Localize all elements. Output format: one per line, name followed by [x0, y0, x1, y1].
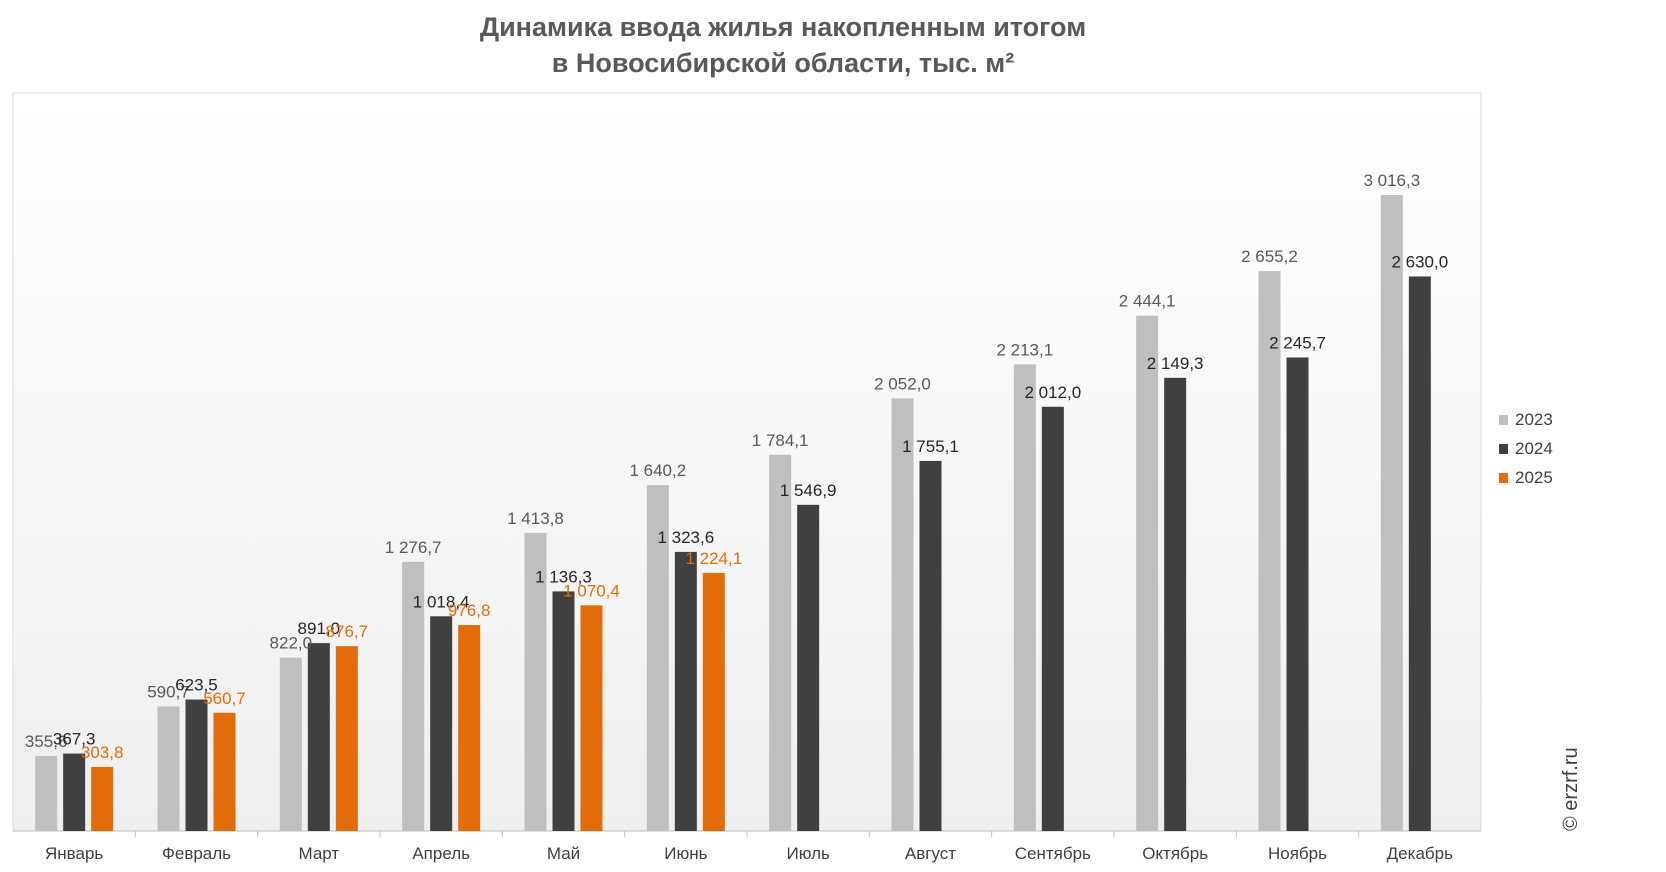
credit-text: © erzrf.ru — [1560, 747, 1582, 831]
bar-2025-0 — [91, 766, 114, 831]
value-label-2024-10: 2 245,7 — [1269, 333, 1326, 352]
value-label-2024-5: 1 323,6 — [657, 528, 714, 547]
value-label-2023-6: 1 784,1 — [752, 431, 809, 450]
category-label: Май — [547, 844, 580, 863]
value-label-2023-9: 2 444,1 — [1119, 292, 1176, 311]
bar-2024-8 — [1041, 406, 1064, 831]
legend-label-2023: 2023 — [1515, 410, 1553, 429]
bar-2025-2 — [335, 646, 358, 831]
legend-label-2024: 2024 — [1515, 439, 1553, 458]
value-label-2024-11: 2 630,0 — [1391, 252, 1448, 271]
bar-2024-10 — [1286, 357, 1309, 831]
bar-2023-10 — [1258, 271, 1281, 831]
category-label: Февраль — [162, 844, 231, 863]
bar-2024-7 — [919, 460, 942, 831]
category-label: Июль — [786, 844, 830, 863]
value-label-2024-8: 2 012,0 — [1024, 383, 1081, 402]
legend-swatch-2024 — [1499, 444, 1508, 454]
value-label-2023-8: 2 213,1 — [996, 340, 1053, 359]
bar-2023-8 — [1013, 364, 1036, 831]
value-label-2023-11: 3 016,3 — [1363, 171, 1420, 190]
value-label-2024-1: 623,5 — [175, 676, 218, 695]
bar-2024-0 — [63, 753, 86, 831]
bar-2024-1 — [185, 699, 208, 831]
bar-2025-3 — [458, 625, 481, 831]
value-label-2023-1: 590,7 — [147, 682, 190, 701]
bar-2023-0 — [35, 756, 58, 831]
value-label-2023-7: 2 052,0 — [874, 374, 931, 393]
category-label: Октябрь — [1142, 844, 1208, 863]
value-label-2025-0: 303,8 — [81, 743, 124, 762]
category-label: Апрель — [412, 844, 470, 863]
value-label-2024-4: 1 136,3 — [535, 567, 592, 586]
bar-2025-1 — [213, 712, 236, 831]
bar-2023-3 — [402, 561, 425, 831]
bar-2024-11 — [1408, 276, 1431, 832]
bar-2023-11 — [1380, 195, 1403, 831]
x-axis-ticks — [134, 831, 1360, 837]
legend-swatch-2025 — [1499, 473, 1508, 483]
bar-2024-4 — [552, 591, 575, 831]
category-label: Декабрь — [1387, 844, 1453, 863]
value-label-2025-3: 976,8 — [448, 601, 491, 620]
value-label-2023-4: 1 413,8 — [507, 509, 564, 528]
bar-2024-6 — [797, 504, 820, 831]
value-label-2024-7: 1 755,1 — [902, 437, 959, 456]
category-label: Ноябрь — [1268, 844, 1327, 863]
bar-2024-3 — [430, 616, 453, 831]
legend: 2023 2024 2025 — [1499, 410, 1553, 487]
value-label-2023-2: 822,0 — [270, 634, 313, 653]
value-label-2025-5: 1 224,1 — [685, 549, 742, 568]
bar-2024-2 — [307, 643, 330, 831]
value-label-2025-2: 876,7 — [326, 622, 369, 641]
value-label-2024-2: 891,0 — [298, 619, 341, 638]
value-label-2023-10: 2 655,2 — [1241, 247, 1298, 266]
value-label-2024-9: 2 149,3 — [1147, 354, 1204, 373]
value-label-2025-4: 1 070,4 — [563, 581, 620, 600]
bar-2023-2 — [279, 657, 302, 831]
bar-2025-4 — [580, 605, 603, 831]
bar-2023-1 — [157, 706, 180, 831]
plot-area — [12, 92, 1482, 832]
bar-2024-5 — [674, 551, 697, 831]
legend-label-2025: 2025 — [1515, 468, 1553, 487]
bar-2023-9 — [1136, 315, 1159, 831]
bar-2024-9 — [1164, 377, 1187, 831]
value-label-2023-3: 1 276,7 — [385, 538, 442, 557]
bar-2023-7 — [891, 398, 914, 831]
category-label: Июнь — [664, 844, 707, 863]
bar-2023-5 — [646, 485, 669, 831]
category-labels-layer: Январь Февраль Март Апрель Май Июнь Июль Август… — [45, 844, 1453, 863]
value-label-2024-6: 1 546,9 — [780, 481, 837, 500]
value-label-2023-0: 355,6 — [25, 732, 68, 751]
category-label: Август — [905, 844, 956, 863]
value-label-2025-1: 560,7 — [203, 689, 246, 708]
category-label: Март — [298, 844, 339, 863]
chart-title-line2: в Новосибирской области, тыс. м² — [552, 48, 1014, 78]
chart-title-line1: Динамика ввода жилья накопленным итогом — [480, 12, 1086, 42]
category-label: Сентябрь — [1015, 844, 1091, 863]
value-label-2024-3: 1 018,4 — [413, 592, 470, 611]
value-label-2023-5: 1 640,2 — [629, 461, 686, 480]
bar-2023-4 — [524, 532, 547, 831]
bar-2025-5 — [702, 572, 725, 831]
bar-2023-6 — [769, 454, 792, 831]
legend-swatch-2023 — [1499, 415, 1508, 425]
value-label-2024-0: 367,3 — [53, 730, 96, 749]
category-label: Январь — [45, 844, 103, 863]
bars-layer — [35, 195, 1431, 832]
